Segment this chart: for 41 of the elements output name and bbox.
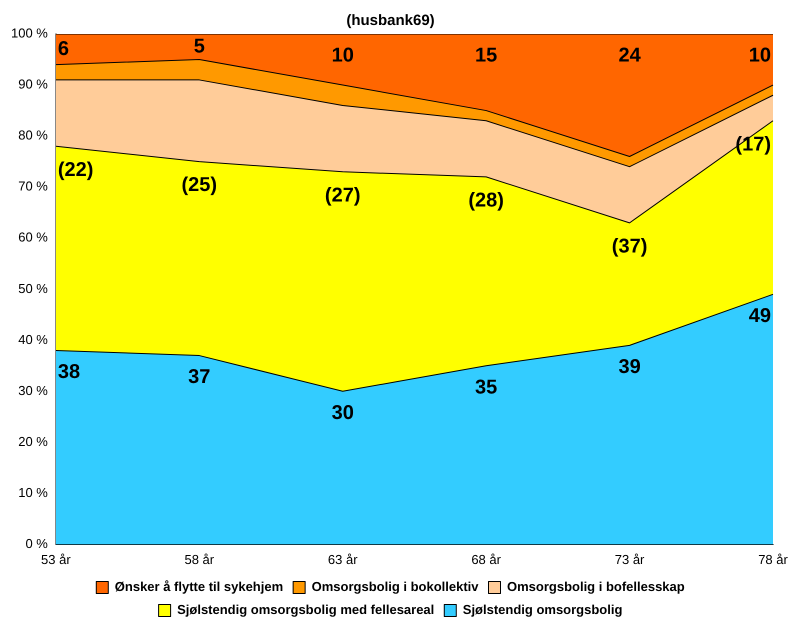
data-label: 24 [618, 44, 642, 67]
data-label: 6 [58, 38, 69, 60]
annotation: (25) [182, 174, 218, 196]
y-tick-label: 60 % [18, 230, 48, 245]
y-tick-label: 10 % [18, 484, 48, 500]
data-label: 49 [748, 304, 771, 327]
y-tick-label: 0 % [25, 536, 48, 551]
data-label: 10 [332, 44, 354, 67]
x-tick-label: 53 år [41, 552, 72, 567]
data-label: 35 [475, 376, 498, 398]
y-tick-label: 50 % [18, 280, 48, 296]
annotation: (28) [468, 189, 504, 212]
y-tick-label: 70 % [18, 178, 48, 194]
annotation: (27) [324, 184, 361, 206]
data-label: 38 [58, 360, 80, 383]
annotation: (22) [58, 158, 94, 181]
data-label: 39 [618, 356, 641, 378]
chart-title: (husbank69) [346, 12, 435, 30]
x-tick-label: 73 år [614, 552, 646, 567]
y-tick-label: 30 % [18, 382, 48, 398]
y-tick-label: 40 % [18, 332, 48, 347]
x-tick-label: 63 år [328, 552, 358, 567]
x-tick-label: 78 år [758, 552, 788, 567]
legend-label: Omsorgsbolig i bokollektiv [312, 579, 480, 594]
x-tick-label: 58 år [184, 552, 215, 567]
y-tick-label: 100 % [10, 26, 48, 41]
y-tick-label: 90 % [18, 76, 48, 92]
data-label: 30 [332, 402, 354, 424]
data-label: 15 [475, 44, 498, 67]
x-tick-label: 68 år [471, 552, 502, 567]
legend-label: Sjølstendig omsorgsbolig med fellesareal [177, 602, 434, 618]
annotation: (17) [735, 133, 772, 156]
y-tick-label: 20 % [18, 434, 48, 449]
annotation: (37) [612, 235, 648, 258]
legend-label: Ønsker å flytte til sykehjem [114, 579, 284, 594]
data-label: 37 [188, 366, 210, 388]
legend-label: Omsorgsbolig i bofellesskap [507, 579, 685, 594]
legend-label: Sjølstendig omsorgsbolig [462, 602, 622, 618]
data-label: 5 [194, 35, 205, 58]
data-label: 10 [748, 44, 771, 67]
y-tick-label: 80 % [18, 128, 48, 143]
